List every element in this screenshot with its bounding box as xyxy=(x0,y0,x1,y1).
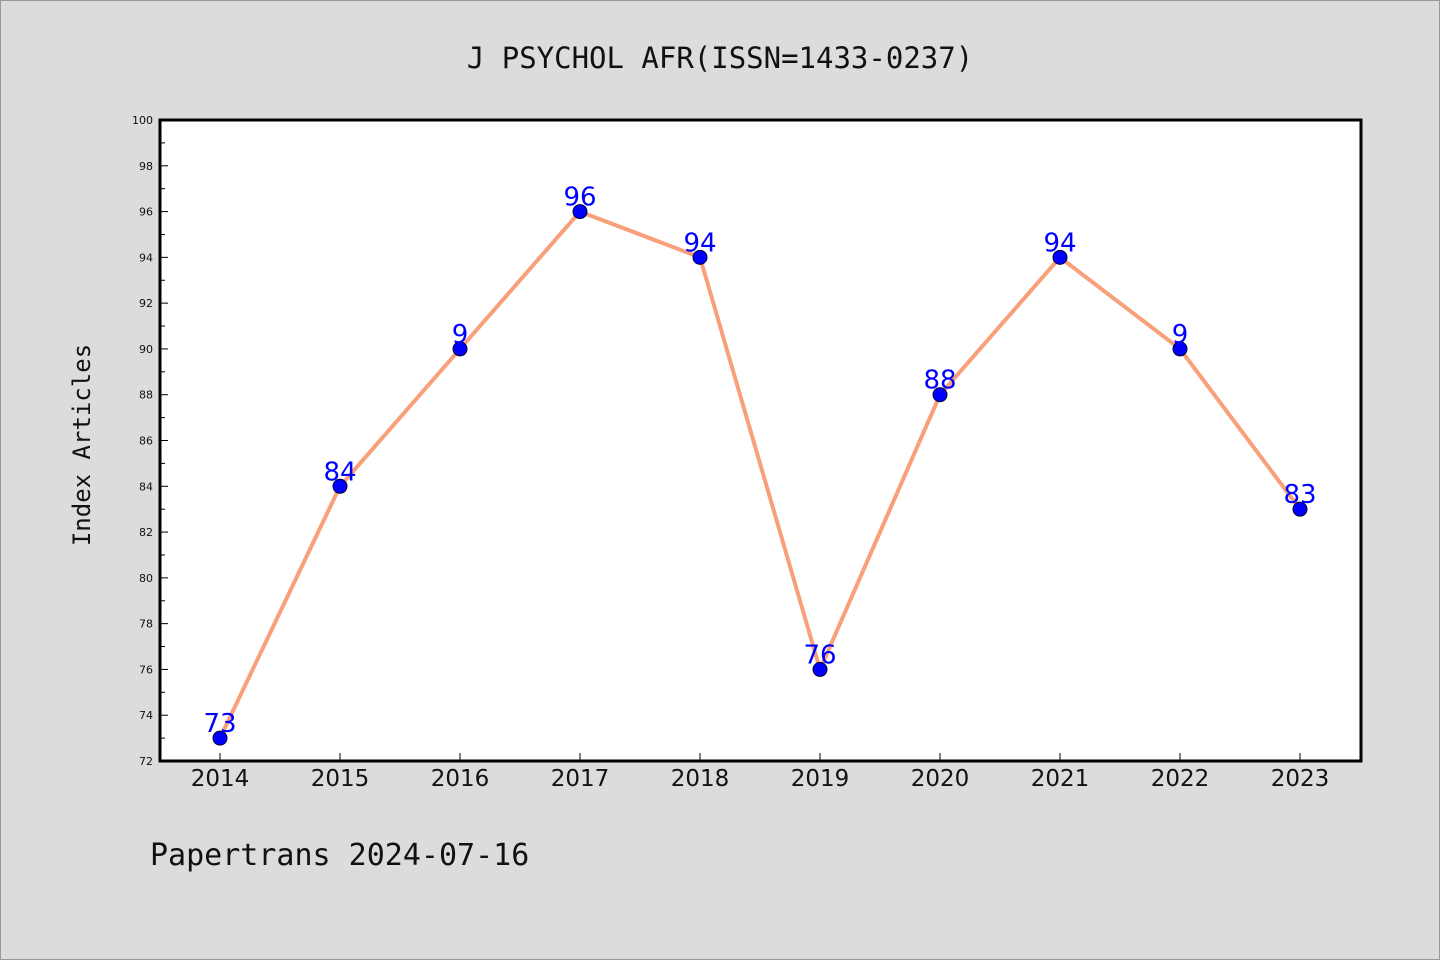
x-tick-label: 2023 xyxy=(1271,766,1330,792)
y-tick-label: 96 xyxy=(139,206,153,219)
chart-title: J PSYCHOL AFR(ISSN=1433-0237) xyxy=(467,41,973,75)
footer-credit: Papertrans 2024-07-16 xyxy=(150,838,529,873)
y-tick-label: 78 xyxy=(139,618,153,631)
data-label: 9 xyxy=(1172,320,1189,350)
series-line xyxy=(218,209,1302,741)
x-tick-label: 2017 xyxy=(551,766,610,792)
y-tick-label: 74 xyxy=(139,709,153,722)
y-tick-label: 94 xyxy=(139,251,153,264)
data-label: 94 xyxy=(683,228,716,258)
y-tick-label: 90 xyxy=(139,343,153,356)
y-tick-label: 76 xyxy=(139,663,153,676)
data-point xyxy=(932,387,948,403)
x-tick-label: 2022 xyxy=(1151,766,1210,792)
data-point xyxy=(1172,341,1188,357)
y-tick-label: 86 xyxy=(139,435,153,448)
y-tick-label: 92 xyxy=(139,297,153,310)
data-label: 83 xyxy=(1283,480,1316,510)
y-tick-label: 80 xyxy=(139,572,153,585)
x-tick-label: 2014 xyxy=(191,766,250,792)
x-tick-label: 2018 xyxy=(671,766,730,792)
data-label: 94 xyxy=(1043,228,1076,258)
data-label: 9 xyxy=(452,320,469,350)
axis-ticks: 72 74 76 78 80 82 84 86 88 90 92 94 96 98 100 2014 2015 2… xyxy=(132,114,1329,792)
x-tick-label: 2016 xyxy=(431,766,490,792)
series-line-group xyxy=(218,209,1302,741)
data-point xyxy=(1052,249,1068,265)
data-label: 88 xyxy=(923,366,956,396)
data-point xyxy=(692,249,708,265)
data-points: 73 84 9 96 94 76 88 94 9 83 xyxy=(203,183,1317,746)
data-point xyxy=(572,204,588,220)
x-tick-label: 2020 xyxy=(911,766,970,792)
data-label: 73 xyxy=(203,709,236,739)
y-tick-label: 82 xyxy=(139,526,153,539)
x-tick-label: 2019 xyxy=(791,766,850,792)
y-axis-label: Index Articles xyxy=(68,344,96,546)
y-tick-label: 88 xyxy=(139,389,153,402)
x-tick-label: 2021 xyxy=(1031,766,1090,792)
y-tick-label: 100 xyxy=(132,114,153,127)
data-point xyxy=(332,478,348,494)
plot-area xyxy=(158,118,1363,763)
data-label: 76 xyxy=(803,640,836,670)
data-label: 96 xyxy=(563,183,596,213)
data-label: 84 xyxy=(323,457,356,487)
data-point xyxy=(812,661,828,677)
x-tick-label: 2015 xyxy=(311,766,370,792)
y-tick-label: 98 xyxy=(139,160,153,173)
data-point xyxy=(212,730,228,746)
data-point xyxy=(1292,501,1308,517)
y-tick-label: 72 xyxy=(139,755,153,768)
y-tick-label: 84 xyxy=(139,480,153,493)
data-point xyxy=(452,341,468,357)
